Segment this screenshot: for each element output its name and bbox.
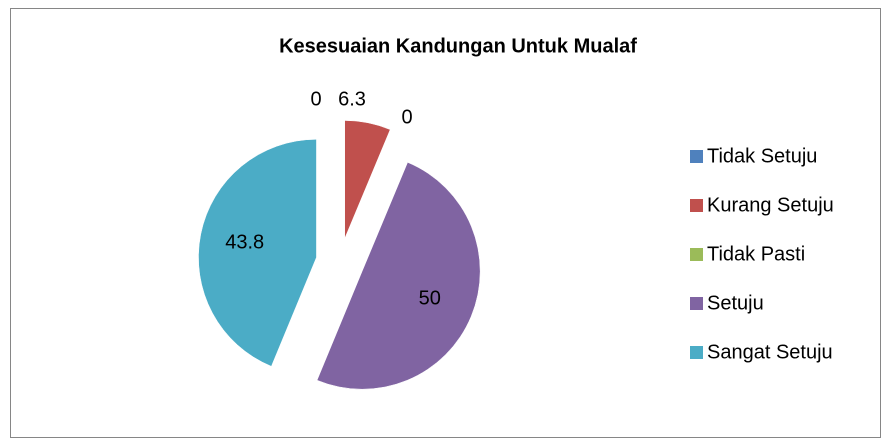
- legend-swatch: [690, 297, 703, 310]
- data-label: 6.3: [338, 88, 366, 110]
- legend-swatch: [690, 346, 703, 359]
- chart-title: Kesesuaian Kandungan Untuk Mualaf: [279, 35, 637, 57]
- legend-label: Setuju: [707, 292, 764, 314]
- data-label: 0: [401, 106, 412, 128]
- pie-slice: [198, 139, 317, 367]
- pie-slice: [344, 120, 391, 239]
- legend-label: Tidak Setuju: [707, 145, 817, 167]
- data-label: 50: [419, 288, 441, 310]
- data-label: 43.8: [225, 231, 264, 253]
- pie-slice: [316, 161, 481, 390]
- data-label: 0: [310, 88, 321, 110]
- legend-label: Sangat Setuju: [707, 341, 833, 363]
- legend-swatch: [690, 150, 703, 163]
- legend-label: Tidak Pasti: [707, 243, 805, 265]
- legend-label: Kurang Setuju: [707, 194, 834, 216]
- legend-swatch: [690, 199, 703, 212]
- legend-swatch: [690, 248, 703, 261]
